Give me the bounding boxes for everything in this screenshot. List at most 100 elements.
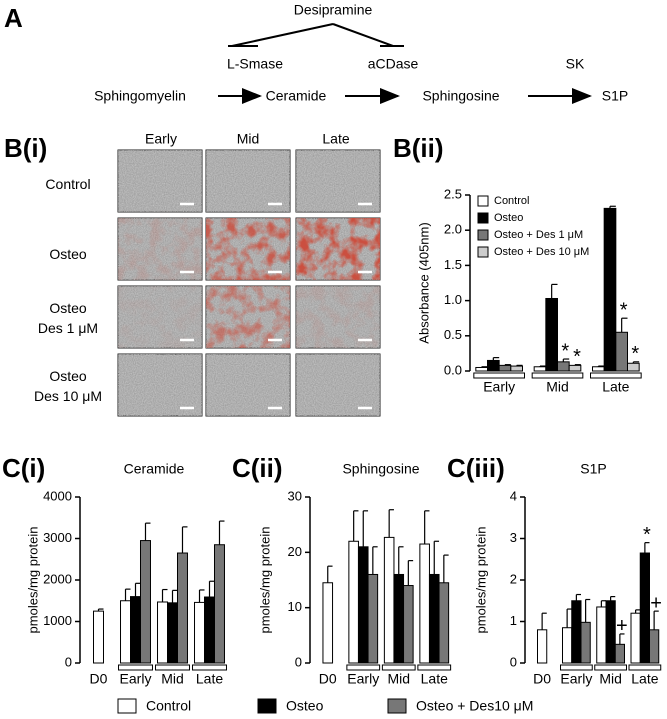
x-tick-label: Late [602, 379, 629, 395]
micrograph-texture [118, 150, 202, 212]
inhibition-line [332, 23, 394, 47]
bar [194, 601, 206, 664]
x-tick-label: Mid [387, 671, 410, 687]
stain [296, 218, 380, 280]
bar [167, 602, 178, 664]
bar [557, 361, 570, 372]
bar [630, 612, 641, 664]
significance-mark: * [643, 524, 651, 546]
micrograph-texture [206, 354, 290, 416]
bar [428, 573, 440, 664]
group-bracket [155, 664, 190, 671]
y-tick-label: 20 [288, 544, 302, 559]
legend-swatch [387, 698, 407, 714]
panel-label: B(i) [4, 133, 47, 163]
group-bracket [628, 664, 662, 671]
legend-label: Osteo + Des 1 μM [494, 229, 583, 241]
x-tick-label: Early [347, 671, 379, 687]
row-label: Des 1 μM [38, 320, 98, 336]
legend-swatch [477, 246, 489, 258]
bar [130, 596, 141, 664]
legend-swatch [477, 229, 489, 241]
column-label: Late [322, 131, 349, 147]
y-tick-label: 4000 [43, 488, 72, 503]
row-label: Control [45, 176, 90, 192]
panel-label: C(iii) [447, 453, 505, 483]
inhibitor: Desipramine [294, 2, 373, 18]
x-tick-label: D0 [533, 671, 551, 687]
group-bracket [118, 664, 153, 671]
metabolite: Sphingomyelin [94, 88, 186, 104]
bar [348, 540, 359, 664]
x-tick-label: Early [120, 671, 152, 687]
x-tick-label: Mid [599, 671, 622, 687]
significance-mark: * [561, 340, 569, 362]
bar [605, 600, 616, 664]
bar [383, 536, 395, 664]
group-bracket [417, 664, 452, 671]
legend-label: Control [146, 698, 191, 714]
inhibition-line [231, 23, 334, 47]
bar [322, 582, 334, 664]
column-label: Mid [237, 131, 260, 147]
y-axis-label: pmoles/mg protein [25, 527, 40, 634]
x-tick-label: Mid [161, 671, 184, 687]
x-tick-label: D0 [319, 671, 337, 687]
y-tick-label: 2.5 [444, 186, 462, 201]
y-tick-label: 2.0 [444, 222, 462, 237]
stain [206, 218, 290, 280]
bar [357, 546, 369, 664]
row-label-line: Des 10 μM [34, 388, 102, 404]
metabolite: S1P [602, 88, 628, 104]
bar [93, 610, 104, 664]
metabolite: Ceramide [266, 88, 327, 104]
pathway-diagram: A Desipramine L-Smase aCDase SK Sphingom… [4, 2, 628, 104]
panel-label: C(i) [2, 453, 45, 483]
significance-mark: * [573, 346, 581, 368]
group-bracket [560, 664, 593, 671]
chart-title: Ceramide [124, 461, 185, 477]
x-tick-label: Early [483, 379, 515, 395]
bar [487, 359, 500, 372]
row-label-line: Des 1 μM [38, 320, 98, 336]
significance-mark: + [616, 615, 628, 637]
bar [592, 366, 605, 372]
y-tick-label: 0 [510, 654, 517, 669]
legend-label: Osteo [286, 698, 324, 714]
panel-label: B(ii) [393, 133, 444, 163]
bar [157, 601, 169, 664]
row-label: Des 10 μM [34, 388, 102, 404]
stain [118, 286, 202, 348]
bar [475, 366, 489, 372]
bar [545, 297, 558, 372]
x-tick-label: Early [560, 671, 592, 687]
x-tick-label: Late [196, 671, 223, 687]
y-tick-label: 1.5 [444, 257, 462, 272]
y-tick-label: 3 [510, 530, 517, 545]
x-tick-label: Late [631, 671, 658, 687]
legend-swatch [477, 195, 489, 207]
y-tick-label: 0 [65, 654, 72, 669]
group-bracket [590, 372, 642, 379]
row-label-line: Osteo [49, 300, 87, 316]
bar [213, 544, 225, 664]
chart-title: Sphingosine [342, 461, 419, 477]
panel-label: C(ii) [232, 453, 283, 483]
y-tick-label: 0.5 [444, 327, 462, 342]
bar [139, 540, 151, 664]
row-label-line: Control [45, 176, 90, 192]
x-tick-label: D0 [90, 671, 108, 687]
bar [533, 366, 547, 372]
micrograph-texture [118, 354, 202, 416]
x-tick-label: Late [421, 671, 448, 687]
micrograph-texture [296, 354, 380, 416]
bar [596, 606, 607, 664]
y-tick-label: 2 [510, 571, 517, 586]
group-bracket [381, 664, 416, 671]
micrograph-texture [296, 150, 380, 212]
y-tick-label: 30 [288, 488, 302, 503]
metabolite: Sphingosine [422, 88, 499, 104]
y-tick-label: 1000 [43, 613, 72, 628]
row-label: Osteo [49, 246, 87, 262]
bar [204, 596, 215, 664]
